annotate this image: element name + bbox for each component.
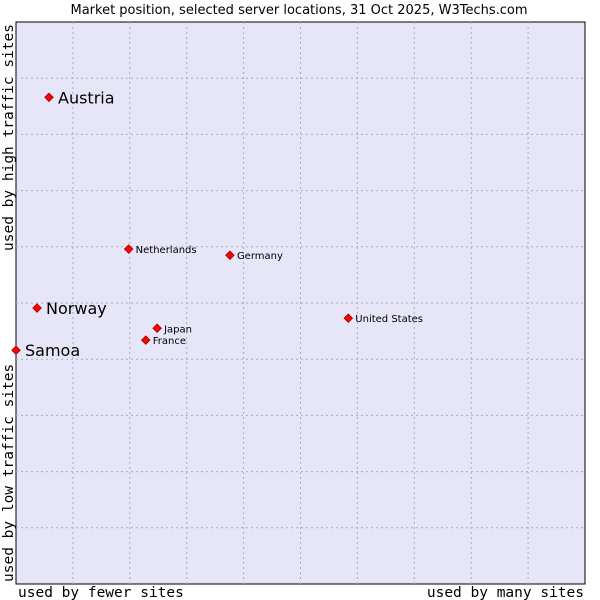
gridlines: [16, 22, 585, 584]
point-netherlands: Netherlands: [123, 244, 197, 256]
label-austria: Austria: [58, 88, 115, 107]
point-germany: Germany: [225, 250, 283, 262]
marker-germany: [225, 250, 235, 260]
marker-austria: [44, 92, 54, 103]
point-austria: Austria: [44, 88, 115, 107]
marker-samoa: [11, 345, 21, 355]
label-united-states: United States: [355, 314, 423, 325]
label-norway: Norway: [46, 299, 107, 318]
y-axis-label-top: used by high traffic sites: [1, 24, 17, 251]
y-axis-label-bottom: used by low traffic sites: [1, 364, 17, 582]
label-japan: Japan: [163, 324, 192, 335]
label-samoa: Samoa: [25, 341, 80, 360]
marker-united-states: [343, 313, 354, 323]
point-france: France: [140, 335, 186, 347]
x-axis-label-left: used by fewer sites: [18, 585, 184, 600]
marker-japan: [152, 323, 162, 334]
point-japan: Japan: [152, 323, 192, 335]
data-points: Austria Netherlands Germany Norway United St…: [11, 88, 423, 360]
marker-norway: [32, 303, 42, 313]
marker-netherlands: [123, 244, 134, 254]
label-france: France: [153, 336, 186, 347]
point-norway: Norway: [32, 299, 107, 318]
marker-france: [140, 335, 151, 345]
x-axis-label-right: used by many sites: [427, 585, 584, 600]
label-netherlands: Netherlands: [136, 245, 197, 256]
point-samoa: Samoa: [11, 341, 80, 360]
point-united-states: United States: [343, 313, 423, 325]
chart-title: Market position, selected server locatio…: [70, 3, 527, 18]
label-germany: Germany: [237, 251, 283, 262]
